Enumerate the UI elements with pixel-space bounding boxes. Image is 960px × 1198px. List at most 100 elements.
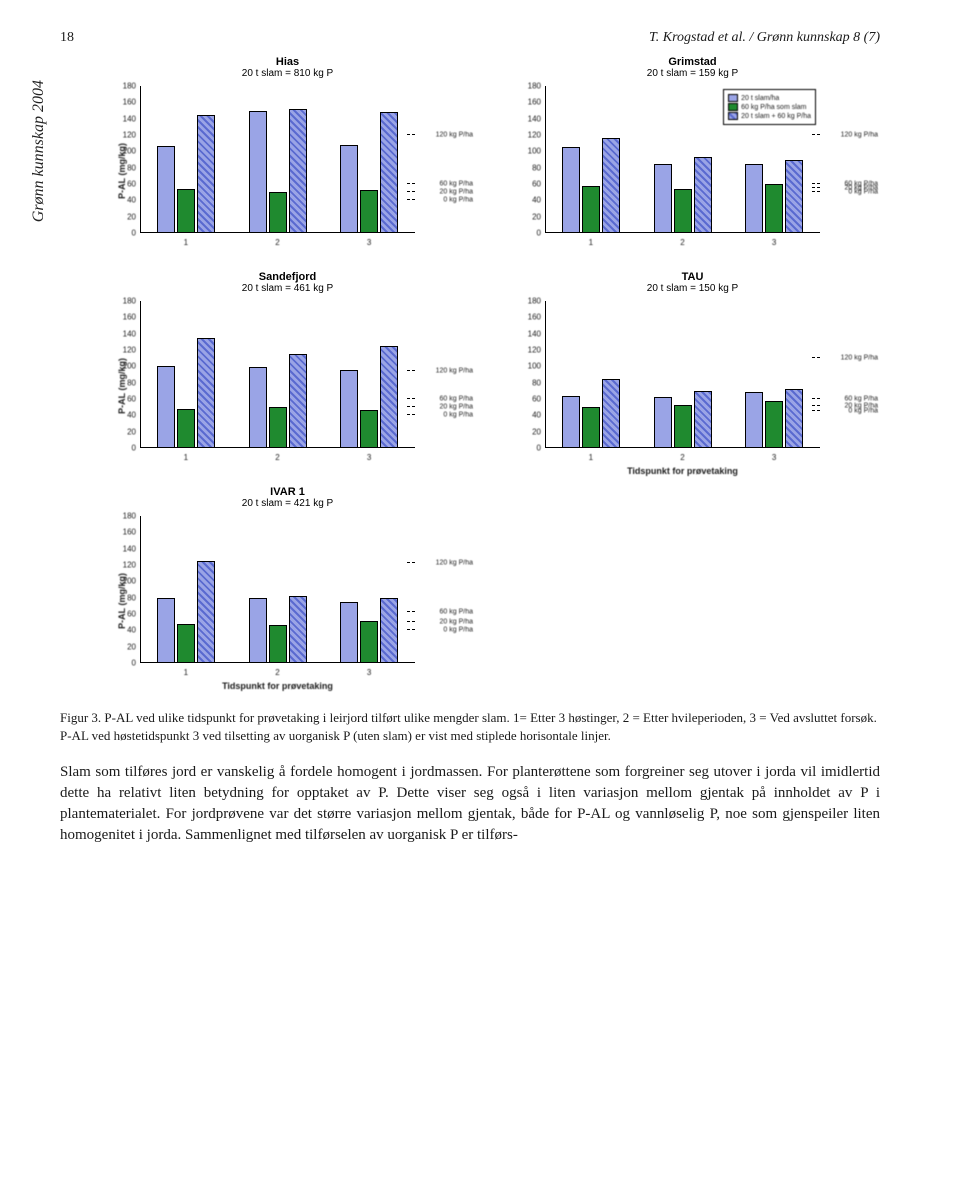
ytick: 160 bbox=[122, 313, 136, 322]
x-axis-title: Tidspunkt for prøvetaking bbox=[545, 466, 820, 476]
chart-sandefjord: Sandefjord20 t slam = 461 kg P0204060801… bbox=[100, 271, 475, 476]
ytick: 0 bbox=[122, 444, 136, 453]
bar-hatch bbox=[197, 338, 215, 448]
running-header: 18 T. Krogstad et al. / Grønn kunnskap 8… bbox=[60, 30, 880, 46]
bar-green bbox=[765, 401, 783, 448]
chart-subtitle: 20 t slam = 810 kg P bbox=[100, 68, 475, 79]
refline-label: 20 kg P/ha bbox=[440, 404, 473, 411]
refline-label: 0 kg P/ha bbox=[443, 197, 473, 204]
ytick: 100 bbox=[527, 147, 541, 156]
ytick: 20 bbox=[122, 642, 136, 651]
ytick: 180 bbox=[122, 297, 136, 306]
bar-hatch bbox=[380, 346, 398, 448]
bar-hatch bbox=[197, 115, 215, 233]
x-tick-label: 1 bbox=[589, 238, 593, 247]
x-tick-label: 2 bbox=[275, 453, 279, 462]
x-axis-title: Tidspunkt for prøvetaking bbox=[140, 681, 415, 691]
bar-blue bbox=[562, 147, 580, 233]
bar-blue bbox=[654, 397, 672, 448]
ytick: 120 bbox=[527, 346, 541, 355]
y-axis-label: P-AL (mg/kg) bbox=[117, 573, 127, 629]
bar-green bbox=[674, 405, 692, 448]
bar-hatch bbox=[289, 596, 307, 663]
bar-hatch bbox=[197, 561, 215, 663]
x-tick-label: 3 bbox=[367, 668, 371, 677]
bar-blue bbox=[157, 366, 175, 448]
ytick: 20 bbox=[122, 427, 136, 436]
bar-hatch bbox=[289, 354, 307, 448]
side-label: Grønn kunnskap 2004 bbox=[30, 80, 48, 222]
chart-title: IVAR 1 bbox=[100, 486, 475, 498]
x-tick-label: 3 bbox=[772, 238, 776, 247]
bar-blue bbox=[249, 598, 267, 663]
ytick: 60 bbox=[527, 180, 541, 189]
bar-green bbox=[582, 186, 600, 233]
ytick: 140 bbox=[122, 329, 136, 338]
x-tick-label: 1 bbox=[589, 453, 593, 462]
bar-green bbox=[269, 625, 287, 663]
ytick: 140 bbox=[527, 114, 541, 123]
bar-green bbox=[269, 407, 287, 448]
bar-green bbox=[582, 407, 600, 448]
bar-blue bbox=[249, 111, 267, 234]
ytick: 0 bbox=[122, 229, 136, 238]
x-tick-label: 2 bbox=[275, 668, 279, 677]
x-tick-label: 1 bbox=[184, 453, 188, 462]
ytick: 80 bbox=[527, 378, 541, 387]
bar-hatch bbox=[602, 138, 620, 233]
bar-hatch bbox=[694, 157, 712, 233]
chart-plot: 020406080100120140160180P-AL (mg/kg)1231… bbox=[100, 511, 475, 691]
bar-green bbox=[360, 410, 378, 448]
charts-grid: Hias20 t slam = 810 kg P0204060801001201… bbox=[100, 56, 880, 691]
bar-green bbox=[360, 190, 378, 233]
x-tick-label: 2 bbox=[680, 238, 684, 247]
refline-label: 0 kg P/ha bbox=[848, 408, 878, 415]
y-axis-label: P-AL (mg/kg) bbox=[117, 358, 127, 414]
ytick: 120 bbox=[122, 131, 136, 140]
bar-hatch bbox=[380, 598, 398, 663]
bar-hatch bbox=[380, 112, 398, 233]
body-paragraph: Slam som tilføres jord er vanskelig å fo… bbox=[60, 762, 880, 846]
refline-label: 120 kg P/ha bbox=[436, 559, 473, 566]
chart-subtitle: 20 t slam = 159 kg P bbox=[505, 68, 880, 79]
ytick: 140 bbox=[122, 544, 136, 553]
ytick: 20 bbox=[527, 212, 541, 221]
bar-hatch bbox=[289, 109, 307, 233]
bar-hatch bbox=[785, 389, 803, 448]
x-tick-label: 2 bbox=[680, 453, 684, 462]
chart-subtitle: 20 t slam = 421 kg P bbox=[100, 498, 475, 509]
chart-tau: TAU20 t slam = 150 kg P02040608010012014… bbox=[505, 271, 880, 476]
refline-label: 0 kg P/ha bbox=[848, 189, 878, 196]
ytick: 120 bbox=[527, 131, 541, 140]
x-tick-label: 3 bbox=[367, 453, 371, 462]
bar-hatch bbox=[694, 391, 712, 448]
bar-green bbox=[177, 189, 195, 233]
bar-blue bbox=[340, 370, 358, 448]
ytick: 180 bbox=[122, 82, 136, 91]
bar-blue bbox=[745, 164, 763, 233]
bar-blue bbox=[157, 146, 175, 233]
bar-hatch bbox=[785, 160, 803, 234]
chart-plot: 020406080100120140160180123120 kg P/ha60… bbox=[505, 81, 880, 261]
ytick: 160 bbox=[527, 313, 541, 322]
bar-green bbox=[177, 409, 195, 448]
chart-ivar 1: IVAR 120 t slam = 421 kg P02040608010012… bbox=[100, 486, 475, 691]
ytick: 140 bbox=[527, 329, 541, 338]
refline-label: 60 kg P/ha bbox=[440, 181, 473, 188]
ytick: 80 bbox=[527, 163, 541, 172]
refline-label: 60 kg P/ha bbox=[440, 609, 473, 616]
ytick: 0 bbox=[527, 229, 541, 238]
refline-label: 120 kg P/ha bbox=[841, 355, 878, 362]
chart-plot: 020406080100120140160180123120 kg P/ha60… bbox=[505, 296, 880, 476]
running-title: T. Krogstad et al. / Grønn kunnskap 8 (7… bbox=[649, 30, 880, 46]
ytick: 180 bbox=[527, 297, 541, 306]
ytick: 60 bbox=[527, 395, 541, 404]
ytick: 20 bbox=[122, 212, 136, 221]
refline-label: 0 kg P/ha bbox=[443, 412, 473, 419]
refline-label: 0 kg P/ha bbox=[443, 627, 473, 634]
ytick: 120 bbox=[122, 561, 136, 570]
chart-plot: 020406080100120140160180P-AL (mg/kg)1231… bbox=[100, 81, 475, 261]
ytick: 100 bbox=[527, 362, 541, 371]
chart-legend: 20 t slam/ha60 kg P/ha som slam20 t slam… bbox=[723, 89, 816, 125]
x-tick-label: 3 bbox=[367, 238, 371, 247]
